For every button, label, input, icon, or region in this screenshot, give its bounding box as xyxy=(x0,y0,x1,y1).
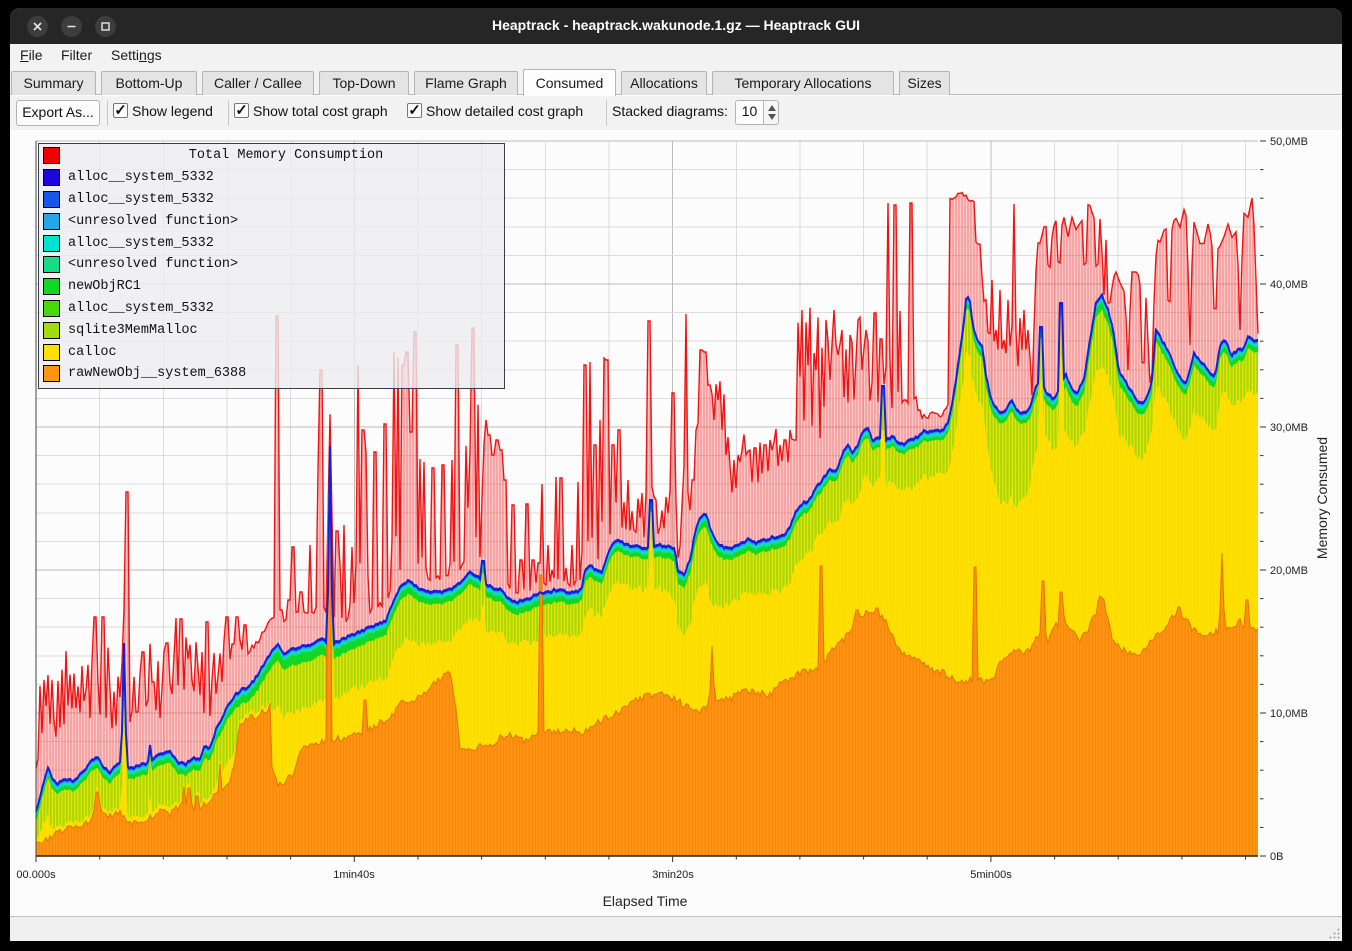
svg-text:10,0MB: 10,0MB xyxy=(1270,708,1308,720)
svg-text:3min20s: 3min20s xyxy=(652,869,694,881)
svg-text:20,0MB: 20,0MB xyxy=(1270,565,1308,577)
svg-text:30,0MB: 30,0MB xyxy=(1270,422,1308,434)
svg-text:1min40s: 1min40s xyxy=(333,869,375,881)
svg-text:Memory Consumed: Memory Consumed xyxy=(1314,437,1330,559)
svg-text:Elapsed Time: Elapsed Time xyxy=(603,893,688,909)
svg-text:40,0MB: 40,0MB xyxy=(1270,279,1308,291)
svg-text:5min00s: 5min00s xyxy=(970,869,1012,881)
svg-text:0B: 0B xyxy=(1270,851,1283,863)
svg-text:50,0MB: 50,0MB xyxy=(1270,136,1308,148)
svg-text:00.000s: 00.000s xyxy=(16,869,56,881)
